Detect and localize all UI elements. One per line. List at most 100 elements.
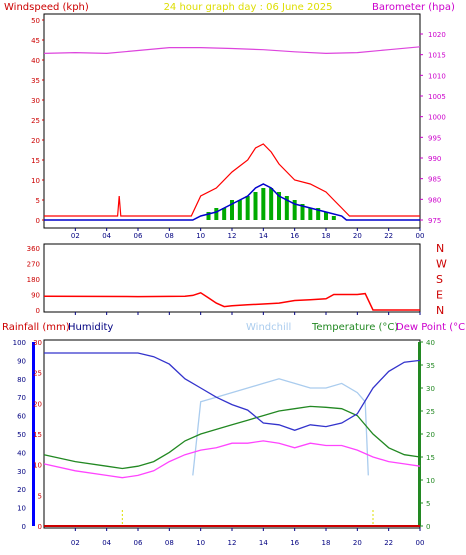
temp-ytick-label: 30 xyxy=(426,385,435,393)
windchill-line xyxy=(192,378,369,476)
baro-ytick-label: 1015 xyxy=(428,52,446,60)
humidity-ytick-label: 100 xyxy=(13,339,26,347)
temperature-label: Temperature (°C) xyxy=(311,322,398,333)
wind-xtick-label: 14 xyxy=(259,232,268,240)
rain-ytick-label: 5 xyxy=(38,492,42,500)
graph-title: 24 hour graph day : 06 June 2025 xyxy=(164,2,333,13)
temp-xtick-label: 20 xyxy=(353,539,362,547)
direction-panel-frame xyxy=(43,243,421,313)
wind-xtick-label: 02 xyxy=(71,232,80,240)
wind-xtick-label: 12 xyxy=(228,232,237,240)
dir-ytick-label: 0 xyxy=(36,307,40,315)
gust-bar xyxy=(331,216,336,220)
temp-xtick-label: 16 xyxy=(290,539,299,547)
baro-ytick-label: 975 xyxy=(428,217,441,225)
temp-xtick-label: 22 xyxy=(384,539,393,547)
temp-xtick-label: 04 xyxy=(102,539,111,547)
wind-ytick-label: 15 xyxy=(31,157,40,165)
temp-xtick-label: 12 xyxy=(228,539,237,547)
wind-xtick-label: 00 xyxy=(416,232,425,240)
rain-ytick-label: 25 xyxy=(33,370,42,378)
baro-ytick-label: 990 xyxy=(428,155,441,163)
baro-ytick-label: 995 xyxy=(428,134,441,142)
humidity-label: Humidity xyxy=(68,322,113,333)
humidity-ytick-label: 50 xyxy=(17,431,26,439)
wind-ytick-label: 40 xyxy=(31,57,40,65)
gust-bar xyxy=(284,196,289,220)
compass-label: N xyxy=(436,242,444,255)
wind-avg-line xyxy=(44,183,420,221)
wind-xtick-label: 16 xyxy=(290,232,299,240)
compass-label: N xyxy=(436,304,444,317)
wind-panel-frame xyxy=(43,13,421,229)
temp-ytick-label: 20 xyxy=(426,431,435,439)
gust-bar xyxy=(269,188,274,220)
temp-ytick-label: 25 xyxy=(426,408,435,416)
temp-ytick-label: 0 xyxy=(426,523,430,531)
wind-ytick-label: 30 xyxy=(31,97,40,105)
temp-xtick-label: 00 xyxy=(416,539,425,547)
gust-bar xyxy=(292,200,297,220)
gust-bar xyxy=(316,208,321,220)
wind-ytick-label: 35 xyxy=(31,77,40,85)
rain-ytick-label: 20 xyxy=(33,400,42,408)
temp-ytick-label: 10 xyxy=(426,477,435,485)
baro-ytick-label: 980 xyxy=(428,196,441,204)
humidity-ytick-label: 90 xyxy=(17,357,26,365)
wind-direction-line xyxy=(43,291,420,311)
wind-ytick-label: 25 xyxy=(31,117,40,125)
temp-xtick-label: 08 xyxy=(165,539,174,547)
baro-ytick-label: 1000 xyxy=(428,114,446,122)
humidity-ytick-label: 0 xyxy=(22,523,26,531)
gust-bar xyxy=(206,212,211,220)
humidity-ytick-label: 40 xyxy=(17,449,26,457)
temp-xtick-label: 10 xyxy=(196,539,205,547)
gust-bar xyxy=(253,192,258,220)
compass-label: S xyxy=(436,273,443,286)
humidity-ytick-label: 80 xyxy=(17,376,26,384)
gust-bar xyxy=(245,196,250,220)
rain-ytick-label: 15 xyxy=(33,431,42,439)
dewpoint-label: Dew Point (°C) xyxy=(396,322,466,333)
gust-bar xyxy=(222,208,227,220)
temp-panel-frame xyxy=(43,339,421,529)
wind-xtick-label: 18 xyxy=(322,232,331,240)
rain-ytick-label: 0 xyxy=(38,523,42,531)
gust-bar xyxy=(324,212,328,220)
temp-ytick-label: 35 xyxy=(426,362,435,370)
chart-layer: 0510152025303540455097598098599099510001… xyxy=(13,17,447,547)
temperature-line xyxy=(43,405,421,470)
humidity-ytick-label: 20 xyxy=(17,486,26,494)
temp-xtick-label: 02 xyxy=(71,539,80,547)
temp-xtick-label: 14 xyxy=(259,539,268,547)
temp-ytick-label: 15 xyxy=(426,454,435,462)
gust-bar xyxy=(230,200,234,220)
wind-xtick-label: 10 xyxy=(196,232,205,240)
dir-ytick-label: 90 xyxy=(31,292,40,300)
dewpoint-line xyxy=(43,440,421,479)
baro-ytick-label: 1020 xyxy=(428,31,446,39)
humidity-ytick-label: 10 xyxy=(17,505,26,513)
barometer-label: Barometer (hpa) xyxy=(372,2,455,13)
rain-axis-bar xyxy=(32,342,35,526)
dir-ytick-label: 360 xyxy=(27,245,40,253)
humidity-line xyxy=(44,352,421,431)
baro-ytick-label: 1010 xyxy=(428,72,446,80)
windspeed-label: Windspeed (kph) xyxy=(4,2,89,13)
gust-bar xyxy=(277,192,281,220)
gust-bar xyxy=(308,208,313,220)
temp-ytick-label: 5 xyxy=(426,500,430,508)
baro-ytick-label: 985 xyxy=(428,176,441,184)
barometer-line xyxy=(43,46,421,55)
rain-ytick-label: 10 xyxy=(33,462,42,470)
baro-ytick-label: 1005 xyxy=(428,93,446,101)
rainfall-label: Rainfall (mm) xyxy=(2,322,70,333)
humidity-ytick-label: 60 xyxy=(17,413,26,421)
wind-ytick-label: 5 xyxy=(36,197,40,205)
wind-xtick-label: 06 xyxy=(134,232,143,240)
compass-label: E xyxy=(436,289,443,302)
gust-bar xyxy=(261,188,266,220)
dir-ytick-label: 270 xyxy=(27,261,40,269)
